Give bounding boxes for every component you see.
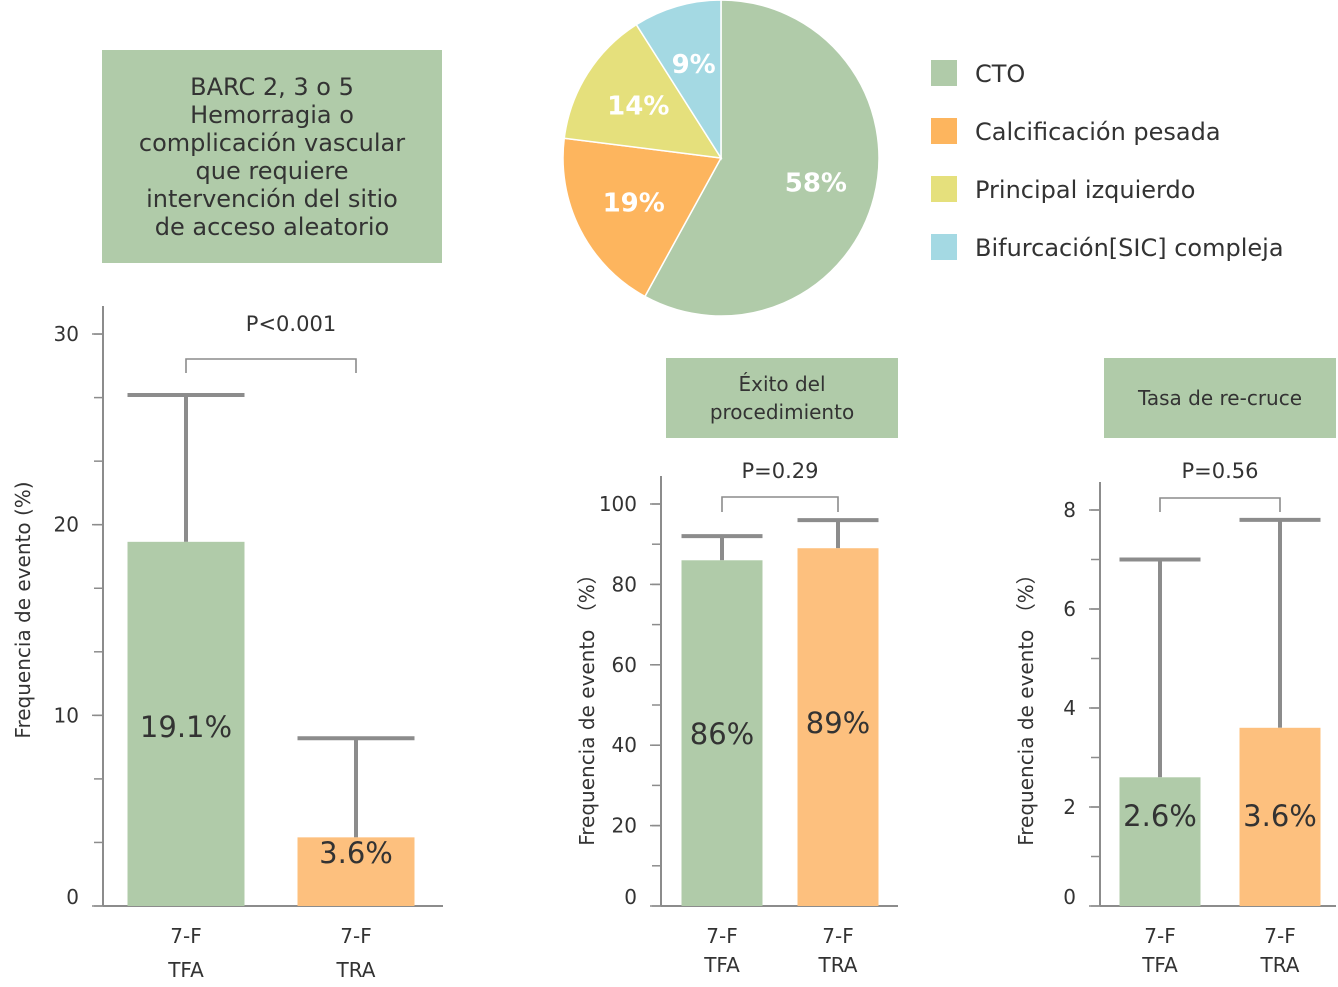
significance-bracket-barc: [185, 358, 357, 373]
legend-swatch: [931, 176, 957, 202]
x-tick-label-recruce: TRA: [1260, 953, 1300, 977]
title-box-barc: [102, 50, 442, 263]
value-label-exito: 86%: [690, 717, 754, 751]
value-label-exito: 89%: [806, 706, 870, 740]
legend-swatch: [931, 234, 957, 260]
bar-tfa-exito: [681, 560, 763, 906]
pie-slice-bifurcacion-label: 9%: [672, 50, 716, 80]
p-value-exito: P=0.29: [741, 459, 818, 483]
y-tick-label-recruce: 6: [1063, 597, 1076, 621]
bar-tra-recruce: [1239, 727, 1321, 906]
x-tick-label-barc: TFA: [167, 958, 204, 982]
x-tick-label-recruce: TFA: [1141, 953, 1178, 977]
legend-label: Principal izquierdo: [975, 176, 1195, 204]
pie-slice-bifurcacion: [635, 0, 722, 161]
y-tick-label-exito: 0: [624, 885, 637, 909]
y-tick-label-exito: 40: [612, 733, 637, 757]
y-tick-label-recruce: 2: [1063, 795, 1076, 819]
pie-chart: 58% 19% 14%9%: [562, 0, 880, 317]
y-tick-label-recruce: 0: [1063, 885, 1076, 909]
y-tick-label-barc: 10: [54, 703, 79, 727]
significance-bracket-exito: [721, 496, 839, 512]
y-tick-label-recruce: 4: [1063, 696, 1076, 720]
legend-label: Bifurcación[SIC] compleja: [975, 234, 1284, 262]
x-tick-label-barc: 7-F: [170, 924, 201, 948]
x-tick-label-exito: TFA: [703, 953, 740, 977]
y-tick-label-exito: 100: [599, 492, 637, 516]
bar-tra-exito: [797, 548, 879, 906]
title-line-exito: Éxito del: [738, 372, 825, 396]
title-line-barc: de acceso aleatorio: [155, 213, 389, 241]
value-label-barc: 19.1%: [140, 710, 232, 744]
title-line-exito: procedimiento: [710, 400, 854, 424]
y-tick-label-barc: 30: [54, 322, 79, 346]
legend-swatch: [931, 60, 957, 86]
title-line-recruce: Tasa de re-cruce: [1137, 386, 1302, 410]
value-label-recruce: 3.6%: [1243, 799, 1317, 833]
x-tick-label-recruce: 7-F: [1264, 924, 1295, 948]
title-line-barc: Hemorragia o: [190, 101, 354, 129]
y-axis-label-recruce: Frequencia de evento （%）: [1014, 564, 1038, 846]
x-tick-label-barc: 7-F: [340, 924, 371, 948]
title-line-barc: intervención del sitio: [146, 185, 398, 213]
significance-bracket-recruce: [1159, 497, 1281, 512]
pie-slice-calcificacion: [562, 137, 723, 298]
pie-slice-cto-label: 58%: [785, 168, 847, 198]
y-tick-label-barc: 0: [66, 885, 79, 909]
pie-slice-principal-label: 14%: [607, 92, 669, 122]
title-line-barc: complicación vascular: [139, 129, 405, 157]
x-tick-label-exito: TRA: [818, 953, 858, 977]
value-label-barc: 3.6%: [319, 836, 393, 870]
x-tick-label-recruce: 7-F: [1144, 924, 1175, 948]
title-line-barc: que requiere: [196, 157, 349, 185]
pie-slice-calcificacion-label: 19%: [603, 188, 665, 218]
y-tick-label-exito: 20: [612, 814, 637, 838]
y-axis-label-exito: Frequencia de evento （%）: [575, 564, 599, 846]
bar-panel-recruce: Tasa de re-cruce 0 2 4 6 8 Frequencia de event…: [1014, 358, 1336, 977]
y-tick-label-exito: 60: [612, 653, 637, 677]
bar-tfa-recruce: [1119, 777, 1201, 906]
y-axis-label-barc: Frequencia de evento (%): [11, 481, 35, 738]
bar-tfa-barc: [127, 541, 245, 906]
title-line-barc: BARC 2, 3 o 5: [190, 73, 354, 101]
bar-panel-exito: Éxito del procedimiento 0 20 40 60 80 100 Freque…: [575, 358, 898, 977]
p-value-recruce: P=0.56: [1181, 459, 1258, 483]
x-tick-label-exito: 7-F: [822, 924, 853, 948]
y-tick-label-barc: 20: [54, 513, 79, 537]
y-tick-label-exito: 80: [612, 572, 637, 596]
y-tick-label-recruce: 8: [1063, 498, 1076, 522]
legend-label: Calcificación pesada: [975, 118, 1221, 146]
value-label-recruce: 2.6%: [1123, 799, 1197, 833]
legend-swatch: [931, 118, 957, 144]
title-box-exito: [666, 358, 898, 438]
x-tick-label-barc: TRA: [336, 958, 376, 982]
pie-slice-principal: [563, 23, 723, 159]
bar-tra-barc: [297, 837, 415, 906]
legend-label: CTO: [975, 60, 1025, 88]
p-value-barc: P<0.001: [246, 312, 336, 336]
title-box-recruce: [1104, 358, 1336, 438]
pie-slice-cto: [643, 0, 880, 317]
pie-legend: CTO Calcificación pesada Principal izquier…: [931, 60, 1284, 262]
x-tick-label-exito: 7-F: [706, 924, 737, 948]
